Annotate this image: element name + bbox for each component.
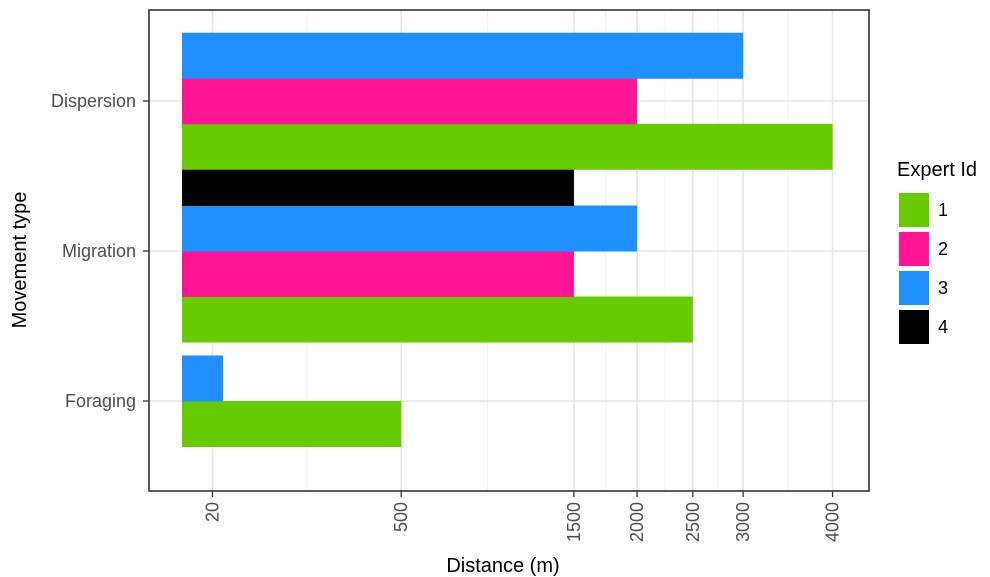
x-axis: 20 500 1500 2000 2500 3000 4000 — [202, 491, 843, 542]
y-axis-title: Movement type — [9, 192, 31, 329]
x-tick-label: 1500 — [564, 502, 584, 542]
bar — [182, 123, 833, 170]
bar — [182, 32, 744, 79]
legend-swatch — [899, 232, 929, 266]
x-tick-label: 4000 — [823, 502, 843, 542]
x-tick-label: 500 — [391, 502, 411, 532]
legend-title: Expert Id — [897, 159, 977, 181]
bar — [182, 355, 224, 402]
y-tick-label: Dispersion — [51, 91, 136, 111]
y-tick-label: Foraging — [65, 391, 136, 411]
y-axis: Foraging Migration Dispersion — [51, 91, 149, 411]
legend-label: 1 — [938, 200, 948, 220]
legend-label: 4 — [938, 317, 948, 337]
bar — [182, 78, 638, 125]
bar — [182, 296, 693, 343]
legend-label: 3 — [938, 278, 948, 298]
bars — [182, 32, 833, 447]
legend-swatch — [899, 193, 929, 227]
y-tick-label: Migration — [62, 241, 136, 261]
bar — [182, 401, 402, 447]
x-tick-label: 2000 — [627, 502, 647, 542]
x-axis-title: Distance (m) — [446, 555, 559, 577]
x-tick-label: 3000 — [733, 502, 753, 542]
legend-label: 2 — [938, 239, 948, 259]
legend: Expert Id 1 2 3 4 — [897, 159, 977, 344]
legend-swatch — [899, 310, 929, 344]
bar — [182, 205, 638, 252]
legend-swatch — [899, 271, 929, 305]
bar — [182, 251, 574, 297]
x-tick-label: 20 — [202, 502, 222, 522]
x-tick-label: 2500 — [683, 502, 703, 542]
